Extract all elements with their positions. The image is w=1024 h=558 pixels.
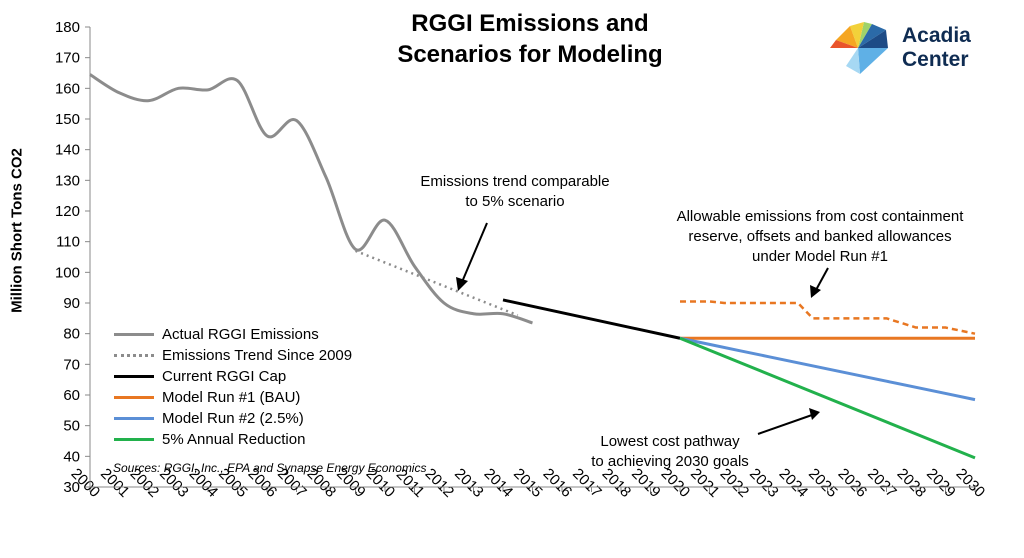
legend-item-cap: Current RGGI Cap — [114, 366, 352, 387]
logo-text: Acadia Center — [902, 24, 971, 72]
y-tick-label: 90 — [63, 295, 80, 312]
legend-swatch-bau — [114, 396, 154, 399]
arrowhead-allowable — [810, 285, 821, 298]
y-tick-label: 170 — [55, 50, 80, 67]
annotation-allowable-emissions: Allowable emissions from cost containmen… — [640, 207, 1000, 267]
y-tick-label: 160 — [55, 80, 80, 97]
y-axis-ticks: 30 40 50 60 70 80 90 100 110 120 130 140 150 160 170 18… — [55, 19, 90, 496]
annotation-emissions-trend-line1: Emissions trend comparable — [420, 173, 610, 190]
chart-source: Sources: RGGI, Inc., EPA and Synapse Ene… — [113, 461, 427, 475]
annotation-allowable-line3: under Model Run #1 — [752, 248, 888, 265]
y-tick-label: 150 — [55, 111, 80, 128]
chart-title: RGGI Emissions and Scenarios for Modelin… — [330, 8, 730, 70]
series-layer — [89, 73, 976, 460]
legend-label-run2: Model Run #2 (2.5%) — [162, 410, 304, 427]
x-tick-label: 2030 — [953, 465, 989, 501]
arrow-emissions-trend — [461, 222, 488, 283]
y-tick-label: 120 — [55, 203, 80, 220]
legend-swatch-actual — [114, 333, 154, 336]
arrowhead-emissions-trend — [456, 277, 468, 291]
annotation-lowest-cost: Lowest cost pathway to achieving 2030 go… — [570, 432, 770, 472]
legend-label-cap: Current RGGI Cap — [162, 368, 287, 385]
y-tick-label: 110 — [56, 234, 80, 251]
series-line-actual-rggi-emissions — [89, 73, 533, 325]
legend-label-bau: Model Run #1 (BAU) — [162, 389, 301, 406]
y-tick-label: 30 — [63, 479, 80, 496]
chart-title-line1: RGGI Emissions and — [411, 10, 649, 37]
x-tick-label: 2027 — [864, 465, 900, 501]
arrow-lowest-cost — [757, 414, 813, 435]
x-tick-label: 2028 — [894, 465, 930, 501]
x-tick-label: 2012 — [422, 465, 458, 501]
annotation-emissions-trend: Emissions trend comparable to 5% scenari… — [395, 172, 635, 212]
annotation-arrows — [456, 222, 829, 435]
series-line-emissions-trend-since-2009 — [355, 249, 519, 317]
x-tick-label: 2024 — [776, 465, 812, 501]
legend-swatch-cap — [114, 375, 154, 378]
annotation-lowest-cost-line2: to achieving 2030 goals — [591, 453, 749, 470]
series-line-model-run-2-2-5 — [679, 336, 976, 402]
annotation-allowable-line2: reserve, offsets and banked allowances — [688, 228, 952, 245]
legend-label-actual: Actual RGGI Emissions — [162, 326, 319, 343]
y-tick-label: 60 — [63, 387, 80, 404]
legend-item-bau: Model Run #1 (BAU) — [114, 387, 352, 408]
y-tick-label: 40 — [63, 448, 80, 465]
annotation-lowest-cost-line1: Lowest cost pathway — [600, 433, 740, 450]
y-tick-label: 70 — [63, 356, 80, 373]
series-line-allowable-emissions — [680, 300, 976, 335]
y-tick-label: 100 — [55, 264, 80, 281]
logo-text-line1: Acadia — [902, 24, 971, 47]
y-tick-label: 50 — [63, 418, 80, 435]
annotation-emissions-trend-line2: to 5% scenario — [465, 193, 565, 210]
legend-item-trend: Emissions Trend Since 2009 — [114, 345, 352, 366]
chart-title-line2: Scenarios for Modeling — [397, 41, 663, 68]
acadia-logo-icon — [830, 22, 888, 74]
series-line-5-annual-reduction — [679, 336, 976, 460]
annotation-allowable-line1: Allowable emissions from cost containmen… — [676, 208, 964, 225]
x-tick-label: 2029 — [923, 465, 959, 501]
x-tick-label: 2015 — [510, 465, 546, 501]
chart-legend: Actual RGGI Emissions Emissions Trend Si… — [114, 324, 352, 450]
y-tick-label: 140 — [55, 142, 80, 159]
y-tick-label: 130 — [55, 172, 80, 189]
arrow-allowable — [815, 267, 829, 291]
x-tick-label: 2013 — [451, 465, 487, 501]
x-tick-label: 2025 — [805, 465, 841, 501]
y-tick-label: 80 — [63, 326, 80, 343]
legend-label-trend: Emissions Trend Since 2009 — [162, 347, 353, 364]
legend-label-five-pct: 5% Annual Reduction — [162, 431, 306, 448]
logo-text-line2: Center — [902, 48, 969, 71]
x-tick-label: 2026 — [835, 465, 871, 501]
y-tick-label: 180 — [55, 19, 80, 36]
legend-swatch-run2 — [114, 417, 154, 420]
legend-item-actual: Actual RGGI Emissions — [114, 324, 352, 345]
series-line-current-rggi-cap — [502, 298, 681, 340]
x-tick-label: 2014 — [481, 465, 517, 501]
legend-swatch-trend — [114, 354, 154, 357]
arrowhead-lowest-cost — [809, 408, 820, 420]
legend-item-five-pct: 5% Annual Reduction — [114, 429, 352, 450]
legend-swatch-five-pct — [114, 438, 154, 441]
legend-item-run2: Model Run #2 (2.5%) — [114, 408, 352, 429]
